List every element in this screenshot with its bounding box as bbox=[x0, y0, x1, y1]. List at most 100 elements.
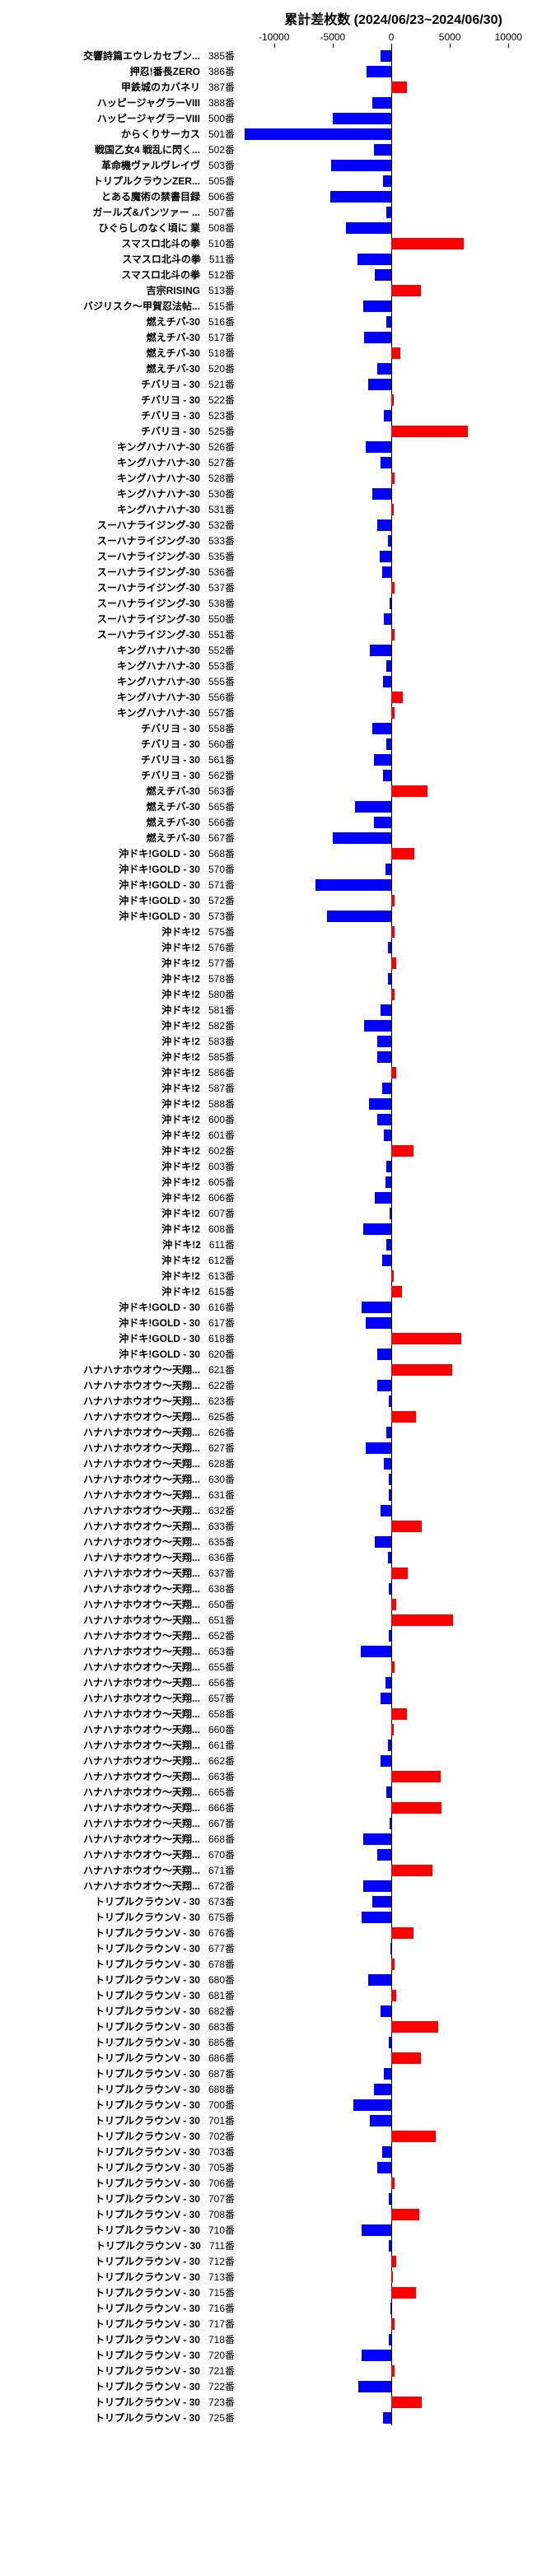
chart-row: 燃えチバ-30 518番 bbox=[8, 345, 548, 361]
bar bbox=[315, 879, 392, 891]
row-label: トリプルクラウンV - 30 702番 bbox=[8, 2129, 239, 2143]
row-label: 燃えチバ-30 567番 bbox=[8, 831, 239, 845]
chart-row: ハナハナホウオウ～天翔... 637番 bbox=[8, 1565, 548, 1581]
row-label: ハナハナホウオウ～天翔... 661番 bbox=[8, 1738, 239, 1752]
bar bbox=[391, 1802, 442, 1814]
bar-area bbox=[239, 1706, 544, 1721]
chart-row: キングハナハナ-30 530番 bbox=[8, 486, 548, 501]
row-label: トリプルクラウンV - 30 720番 bbox=[8, 2348, 239, 2362]
row-label: チバリヨ - 30 560番 bbox=[8, 737, 239, 751]
x-axis-tick-label: -10000 bbox=[259, 31, 289, 43]
row-label: チバリヨ - 30 521番 bbox=[8, 377, 239, 391]
bar-area bbox=[239, 1659, 544, 1675]
bar-area bbox=[239, 736, 544, 752]
chart-row: 沖ドキ!GOLD - 30 616番 bbox=[8, 1299, 548, 1315]
bar bbox=[391, 2397, 422, 2408]
bar-area bbox=[239, 1158, 544, 1174]
bar bbox=[391, 1286, 402, 1297]
row-label: 沖ドキ!GOLD - 30 617番 bbox=[8, 1316, 239, 1330]
bar bbox=[391, 989, 395, 1000]
row-label: 交響詩篇エウレカセブン... 385番 bbox=[8, 49, 239, 63]
bar-area bbox=[239, 2050, 544, 2066]
bar bbox=[391, 82, 407, 93]
bar bbox=[391, 1411, 416, 1423]
bar bbox=[391, 957, 396, 969]
chart-row: ハナハナホウオウ～天翔... 658番 bbox=[8, 1706, 548, 1721]
row-label: トリプルクラウンV - 30 718番 bbox=[8, 2332, 239, 2346]
bar bbox=[372, 97, 391, 109]
bar bbox=[388, 1740, 391, 1751]
row-label: キングハナハナ-30 552番 bbox=[8, 643, 239, 657]
bar-area bbox=[239, 1862, 544, 1878]
bar bbox=[391, 1959, 395, 1970]
row-label: トリプルクラウンV - 30 682番 bbox=[8, 2004, 239, 2018]
chart-row: キングハナハナ-30 527番 bbox=[8, 454, 548, 470]
row-label: ハナハナホウオウ～天翔... 655番 bbox=[8, 1660, 239, 1674]
chart-row: 沖ドキ!2 600番 bbox=[8, 1111, 548, 1127]
chart-row: 沖ドキ!2 580番 bbox=[8, 986, 548, 1002]
bar bbox=[383, 175, 391, 187]
row-label: 戦国乙女4 戦乱に閃く... 502番 bbox=[8, 142, 239, 156]
chart-row: 沖ドキ!2 576番 bbox=[8, 939, 548, 955]
bar-area bbox=[239, 1643, 544, 1659]
row-label: トリプルクラウンV - 30 712番 bbox=[8, 2254, 239, 2268]
bar-area bbox=[239, 1111, 544, 1127]
bar bbox=[391, 1865, 432, 1876]
bar bbox=[385, 864, 391, 875]
bar-area bbox=[239, 2144, 544, 2159]
bar-area bbox=[239, 345, 544, 361]
bar bbox=[370, 2115, 391, 2126]
row-label: とある魔術の禁書目録 506番 bbox=[8, 189, 239, 203]
bar-area bbox=[239, 486, 544, 501]
chart-row: トリプルクラウンV - 30 707番 bbox=[8, 2191, 548, 2206]
bar-area bbox=[239, 1143, 544, 1158]
bar bbox=[330, 191, 391, 203]
bar-area bbox=[239, 235, 544, 251]
chart-row: スーハナライジング-30 532番 bbox=[8, 517, 548, 533]
bar bbox=[391, 2271, 393, 2283]
bar-area bbox=[239, 924, 544, 939]
chart-row: 沖ドキ!GOLD - 30 617番 bbox=[8, 1315, 548, 1330]
bar-area bbox=[239, 2269, 544, 2285]
row-label: チバリヨ - 30 522番 bbox=[8, 393, 239, 407]
chart-row: 沖ドキ!2 612番 bbox=[8, 1252, 548, 1268]
chart-row: スーハナライジング-30 535番 bbox=[8, 548, 548, 564]
row-label: トリプルクラウンV - 30 717番 bbox=[8, 2317, 239, 2331]
bar-area bbox=[239, 1268, 544, 1283]
bar-area bbox=[239, 501, 544, 517]
chart-row: スーハナライジング-30 537番 bbox=[8, 580, 548, 595]
bar-area bbox=[239, 517, 544, 533]
row-label: トリプルクラウンV - 30 723番 bbox=[8, 2395, 239, 2409]
chart-row: トリプルクラウンV - 30 682番 bbox=[8, 2003, 548, 2019]
bar bbox=[389, 2334, 391, 2345]
row-label: チバリヨ - 30 562番 bbox=[8, 768, 239, 782]
chart-row: 燃えチバ-30 566番 bbox=[8, 814, 548, 830]
chart-row: トリプルクラウンV - 30 701番 bbox=[8, 2113, 548, 2128]
bar-area bbox=[239, 830, 544, 845]
row-label: 沖ドキ!2 611番 bbox=[8, 1237, 239, 1251]
chart-row: ハナハナホウオウ～天翔... 628番 bbox=[8, 1456, 548, 1471]
chart-row: 沖ドキ!2 583番 bbox=[8, 1033, 548, 1049]
bar bbox=[389, 1474, 391, 1485]
bar-area bbox=[239, 173, 544, 189]
bar bbox=[374, 144, 391, 156]
bar-area bbox=[239, 908, 544, 924]
bar bbox=[362, 1302, 391, 1313]
row-label: 沖ドキ!2 576番 bbox=[8, 940, 239, 954]
bar bbox=[386, 316, 391, 328]
bar bbox=[391, 238, 464, 249]
bar-area bbox=[239, 408, 544, 423]
row-label: キングハナハナ-30 528番 bbox=[8, 471, 239, 485]
bar bbox=[391, 1724, 394, 1735]
row-label: ガールズ&パンツァー ... 507番 bbox=[8, 205, 239, 219]
bar bbox=[362, 2224, 391, 2236]
bar-area bbox=[239, 314, 544, 329]
chart-row: 沖ドキ!GOLD - 30 573番 bbox=[8, 908, 548, 924]
chart-row: 沖ドキ!GOLD - 30 572番 bbox=[8, 892, 548, 908]
bar bbox=[363, 1223, 391, 1235]
chart-row: 交響詩篇エウレカセブン... 385番 bbox=[8, 48, 548, 63]
chart-row: トリプルクラウンV - 30 686番 bbox=[8, 2050, 548, 2066]
x-axis-labels: -10000-50000500010000 bbox=[239, 31, 544, 48]
bar bbox=[381, 1004, 391, 1016]
chart-row: 燃えチバ-30 565番 bbox=[8, 799, 548, 814]
